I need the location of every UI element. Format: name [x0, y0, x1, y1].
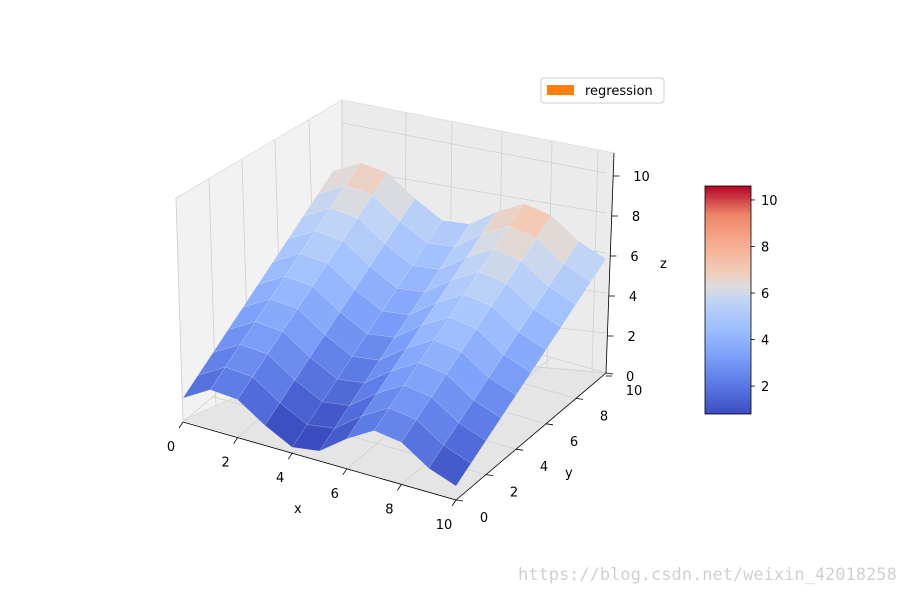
x-tick-mark-2	[287, 452, 293, 460]
surface-patch-9-7	[533, 286, 577, 328]
colorbar-ticks: 2 4 6 8 10	[751, 194, 778, 395]
x-tick-mark-5	[451, 499, 457, 507]
x-tick-mark-4	[397, 484, 402, 491]
z-axis-label: z	[660, 257, 667, 272]
y-tick-label-0: 0	[480, 511, 488, 526]
y-tick-label-3: 6	[570, 435, 578, 450]
surface-patch-9-6	[518, 308, 562, 351]
surface-patch-9-0	[428, 445, 472, 487]
colorbar-tick-label-3: 8	[761, 240, 769, 255]
z-tick-label-3: 6	[630, 250, 638, 265]
surface-patch-9-2	[458, 399, 502, 441]
z-tick-label-5: 10	[633, 170, 650, 185]
surface-patch-9-5	[503, 331, 547, 373]
x-tick-mark-0	[178, 421, 184, 429]
y-tick-mark-3	[545, 423, 554, 426]
x-tick-label-1: 2	[221, 456, 229, 471]
x-tick-label-5: 10	[436, 518, 453, 533]
x-tick-label-4: 8	[385, 502, 393, 517]
x-tick-label-0: 0	[167, 440, 175, 455]
y-tick-label-1: 2	[510, 486, 518, 501]
legend-swatch	[547, 85, 574, 95]
colorbar-tick-label-1: 4	[761, 334, 769, 349]
x-axis-label: x	[294, 502, 302, 517]
grid-line-left-0	[175, 197, 184, 421]
legend-box	[540, 77, 665, 104]
legend: regression	[540, 77, 665, 104]
y-tick-mark-1	[485, 474, 494, 476]
z-tick-label-0: 0	[626, 370, 634, 385]
surface	[182, 162, 607, 487]
y-tick-mark-2	[515, 448, 524, 451]
z-tick-label-2: 4	[629, 290, 637, 305]
surface-patch-9-4	[488, 354, 532, 396]
colorbar-tick-label-0: 2	[761, 380, 769, 395]
z-tick-label-4: 8	[632, 210, 640, 225]
y-axis-line	[455, 372, 607, 501]
colorbar: 2 4 6 8 10	[704, 185, 778, 415]
y-axis-label: y	[565, 466, 573, 481]
colorbar-gradient	[704, 185, 752, 415]
x-tick-label-3: 6	[331, 487, 339, 502]
x-tick-label-2: 4	[276, 471, 284, 486]
y-tick-label-5: 10	[626, 384, 643, 399]
y-tick-mark-4	[575, 398, 584, 400]
z-tick-label-1: 2	[627, 330, 635, 345]
x-tick-mark-3	[342, 468, 348, 476]
colorbar-tick-label-2: 6	[761, 287, 769, 302]
surface-patch-9-9	[563, 240, 607, 283]
y-tick-mark-5	[605, 372, 614, 375]
legend-label: regression	[585, 84, 653, 99]
grid-line-z-5	[341, 122, 607, 174]
surface-patch-9-8	[548, 263, 592, 305]
x-tick-mark-1	[233, 437, 238, 444]
y-tick-label-4: 8	[600, 409, 608, 424]
x-axis-line	[182, 421, 457, 501]
colorbar-tick-label-4: 10	[761, 194, 778, 209]
y-tick-label-2: 4	[540, 460, 548, 475]
y-tick-mark-0	[455, 499, 464, 502]
axis-lines	[182, 152, 615, 501]
z-axis-line	[605, 152, 615, 374]
watermark: https://blog.csdn.net/weixin_42018258	[518, 565, 897, 585]
